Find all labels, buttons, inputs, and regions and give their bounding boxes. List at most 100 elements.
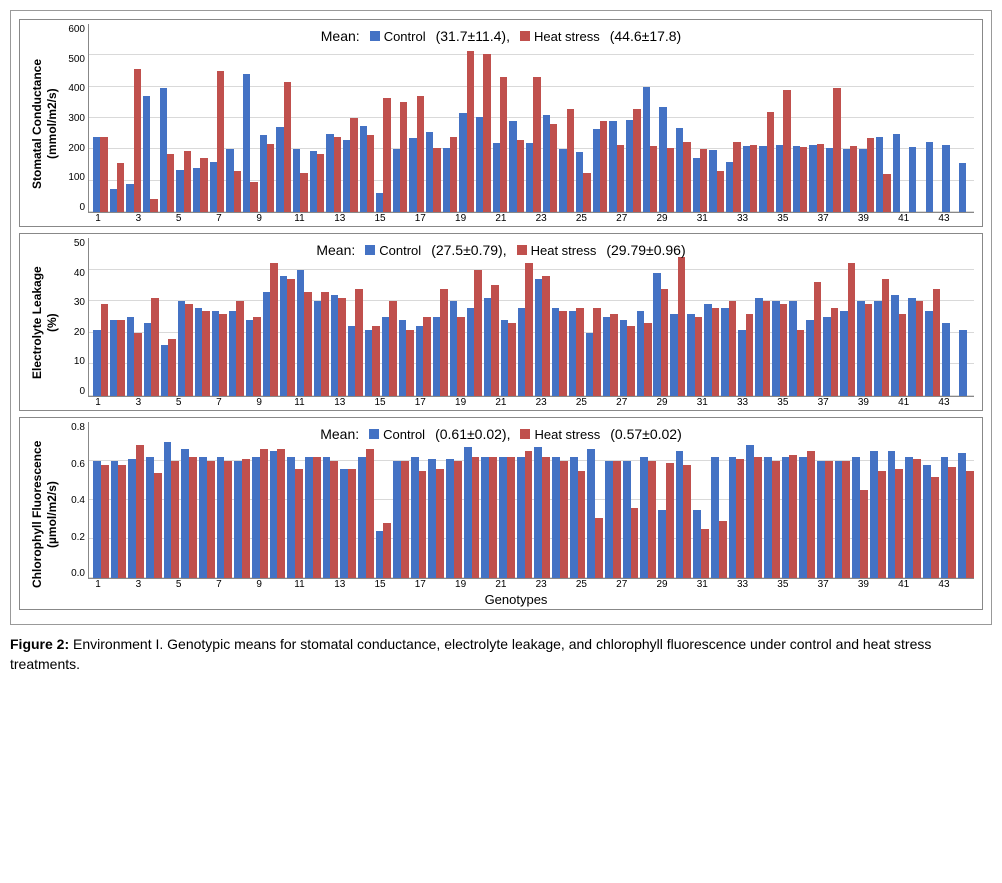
bar-group bbox=[835, 422, 851, 578]
bar-group bbox=[870, 422, 886, 578]
heat-bar bbox=[533, 77, 540, 212]
control-bar bbox=[399, 320, 407, 396]
heat-bar bbox=[489, 457, 497, 578]
bar-group bbox=[199, 422, 215, 578]
heat-bar bbox=[267, 144, 274, 212]
bar-group bbox=[721, 238, 736, 396]
control-bar bbox=[160, 88, 167, 212]
bar-group bbox=[709, 24, 724, 212]
control-bar bbox=[393, 149, 400, 212]
control-bar bbox=[772, 301, 780, 396]
bar-group bbox=[234, 422, 250, 578]
heat-bar bbox=[317, 154, 324, 212]
y-axis-label: Stomatal Conductance bbox=[28, 24, 44, 224]
control-bar bbox=[908, 298, 916, 396]
bar-group bbox=[726, 24, 741, 212]
control-bar bbox=[199, 457, 207, 578]
bars-row bbox=[89, 24, 974, 212]
bar-group bbox=[676, 24, 691, 212]
heat-bar bbox=[472, 457, 480, 578]
heat-bar bbox=[800, 147, 807, 212]
bar-group bbox=[393, 422, 409, 578]
bar-group bbox=[799, 422, 815, 578]
bar-group bbox=[569, 238, 584, 396]
control-bar bbox=[358, 457, 366, 578]
heat-bar bbox=[101, 304, 109, 396]
figure-caption: Figure 2: Environment I. Genotypic means… bbox=[10, 635, 992, 674]
control-bar bbox=[609, 121, 616, 212]
bar-group bbox=[605, 422, 621, 578]
heat-bar bbox=[383, 523, 391, 578]
heat-bar bbox=[578, 471, 586, 578]
bar-group bbox=[959, 238, 974, 396]
control-bar bbox=[876, 137, 883, 212]
bar-group bbox=[653, 238, 668, 396]
heat-bar bbox=[189, 457, 197, 578]
y-axis-unit: (µmol/m2/s) bbox=[44, 422, 58, 607]
y-axis-label: Chlorophyll Fluorescence bbox=[28, 422, 44, 607]
heat-bar bbox=[833, 88, 840, 212]
control-bar bbox=[393, 461, 401, 578]
heat-bar bbox=[683, 465, 691, 578]
control-bar bbox=[126, 184, 133, 212]
control-bar bbox=[687, 314, 695, 396]
bar-group bbox=[263, 238, 278, 396]
bar-group bbox=[888, 422, 904, 578]
bar-group bbox=[942, 24, 957, 212]
control-bar bbox=[314, 301, 322, 396]
control-bar bbox=[959, 163, 966, 212]
heat-bar bbox=[277, 449, 285, 578]
bar-group bbox=[287, 422, 303, 578]
control-bar bbox=[926, 142, 933, 213]
control-bar bbox=[464, 447, 472, 578]
control-bar bbox=[637, 311, 645, 396]
control-bar bbox=[193, 168, 200, 212]
control-bar bbox=[178, 301, 186, 396]
heat-bar bbox=[200, 158, 207, 212]
bar-group bbox=[687, 238, 702, 396]
heat-bar bbox=[287, 279, 295, 396]
control-bar bbox=[161, 345, 169, 396]
heat-bar bbox=[719, 521, 727, 578]
heat-bar bbox=[931, 477, 939, 578]
bar-group bbox=[305, 422, 321, 578]
bar-group bbox=[693, 24, 708, 212]
heat-bar bbox=[295, 469, 303, 578]
control-bar bbox=[433, 317, 441, 396]
control-bar bbox=[711, 457, 719, 578]
bar-group bbox=[195, 238, 210, 396]
control-bar bbox=[144, 323, 152, 396]
heat-bar bbox=[754, 457, 762, 578]
bar-group bbox=[376, 24, 391, 212]
bar-group bbox=[576, 24, 591, 212]
bar-group bbox=[759, 24, 774, 212]
heat-bar bbox=[772, 461, 780, 578]
heat-bar bbox=[750, 145, 757, 212]
control-bar bbox=[331, 295, 339, 396]
bar-group bbox=[343, 24, 358, 212]
bar-group bbox=[433, 238, 448, 396]
heat-bar bbox=[334, 137, 341, 212]
bar-group bbox=[270, 422, 286, 578]
control-bar bbox=[670, 314, 678, 396]
bar-group bbox=[676, 422, 692, 578]
bar-group bbox=[659, 24, 674, 212]
bar-group bbox=[603, 238, 618, 396]
control-bar bbox=[263, 292, 271, 396]
bar-group bbox=[164, 422, 180, 578]
heat-bar bbox=[667, 148, 674, 212]
control-bar bbox=[623, 461, 631, 578]
control-bar bbox=[776, 145, 783, 212]
bar-group bbox=[459, 24, 474, 212]
bar-group bbox=[393, 24, 408, 212]
control-bar bbox=[476, 117, 483, 212]
control-bar bbox=[693, 510, 701, 578]
heat-bar bbox=[236, 301, 244, 396]
heat-bar bbox=[260, 449, 268, 578]
heat-bar bbox=[763, 301, 771, 396]
control-bar bbox=[467, 308, 475, 396]
heat-bar bbox=[330, 461, 338, 578]
heat-bar bbox=[467, 51, 474, 212]
bar-group bbox=[908, 238, 923, 396]
control-bar bbox=[535, 279, 543, 396]
